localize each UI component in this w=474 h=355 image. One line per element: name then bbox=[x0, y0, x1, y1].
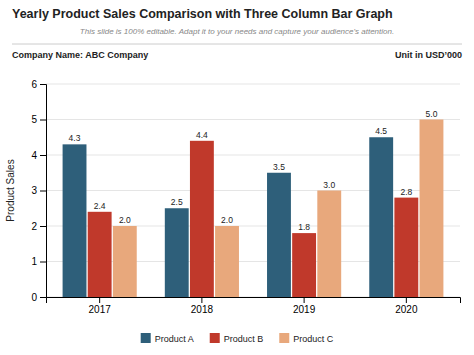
data-label: 4.5 bbox=[375, 126, 387, 136]
tick-label: 1 bbox=[31, 256, 37, 267]
legend: Product A Product B Product C bbox=[141, 333, 334, 344]
grid-line bbox=[46, 155, 460, 156]
data-label: 2.5 bbox=[171, 197, 183, 207]
tick-label: 2020 bbox=[395, 304, 418, 315]
bar bbox=[369, 137, 393, 297]
bar bbox=[394, 198, 418, 297]
bar bbox=[215, 226, 239, 297]
legend-label: Product C bbox=[293, 334, 334, 344]
tick: 2018 bbox=[191, 297, 214, 315]
bar bbox=[292, 233, 316, 297]
legend-swatch bbox=[210, 333, 220, 343]
data-label: 5.0 bbox=[426, 109, 438, 119]
bar bbox=[420, 120, 444, 298]
tick-mark bbox=[406, 297, 407, 303]
tick: 0 bbox=[31, 292, 46, 303]
y-axis: 0 1 2 3 4 5 6 bbox=[31, 79, 46, 303]
tick-label: 6 bbox=[31, 79, 37, 90]
tick-label: 5 bbox=[31, 114, 37, 125]
subtitle: This slide is 100% editable. Adapt it to… bbox=[80, 27, 394, 36]
tick-mark bbox=[40, 155, 46, 156]
annotation: Unit in USD’000 bbox=[395, 50, 462, 60]
series bbox=[63, 137, 394, 297]
data-label: 2.0 bbox=[119, 215, 131, 225]
grid-line bbox=[46, 190, 460, 191]
y-axis-label: Product Sales bbox=[5, 159, 16, 221]
tick-mark bbox=[40, 84, 46, 85]
tick-mark bbox=[40, 297, 46, 298]
axis-line bbox=[47, 298, 461, 304]
grid bbox=[46, 84, 460, 297]
tick-mark bbox=[40, 262, 46, 263]
tick-label: 2017 bbox=[89, 304, 112, 315]
tick: 1 bbox=[31, 256, 46, 267]
tick-label: 2018 bbox=[191, 304, 214, 315]
data-label: 2.8 bbox=[400, 187, 412, 197]
tick: 2 bbox=[31, 221, 46, 232]
grid-line bbox=[46, 84, 460, 85]
tick-mark bbox=[40, 226, 46, 227]
bar bbox=[317, 191, 341, 298]
data-label: 4.4 bbox=[196, 130, 208, 140]
tick-label: 4 bbox=[31, 150, 37, 161]
title: Yearly Product Sales Comparison with Thr… bbox=[12, 7, 393, 21]
series bbox=[88, 141, 419, 297]
legend-item: Product B bbox=[210, 333, 264, 344]
bar bbox=[113, 226, 137, 297]
separator bbox=[12, 44, 462, 45]
tick-mark bbox=[304, 297, 305, 303]
bar bbox=[88, 212, 112, 297]
tick-mark bbox=[201, 297, 202, 303]
x-axis: 2017 2018 2019 2020 bbox=[47, 297, 461, 315]
tick: 6 bbox=[31, 79, 46, 90]
legend-swatch bbox=[141, 333, 151, 343]
data-label: 2.4 bbox=[94, 201, 106, 211]
annotation: Company Name: ABC Company bbox=[12, 50, 148, 60]
data-label: 3.0 bbox=[323, 180, 335, 190]
legend-label: Product B bbox=[224, 334, 264, 344]
legend-swatch bbox=[279, 333, 289, 343]
legend-item: Product A bbox=[141, 333, 194, 344]
series bbox=[113, 120, 444, 298]
grid-line bbox=[46, 119, 460, 120]
data-label: 3.5 bbox=[273, 162, 285, 172]
legend-label: Product A bbox=[155, 334, 194, 344]
tick-mark bbox=[40, 191, 46, 192]
axis-line bbox=[40, 85, 47, 298]
tick: 3 bbox=[31, 185, 46, 196]
tick-label: 2019 bbox=[293, 304, 316, 315]
tick-label: 0 bbox=[31, 292, 37, 303]
data-labels: 4.3 2.5 3.5 4.5 2.4 4.4 1.8 2.8 2.0 2.0 3.0 5.0 bbox=[69, 109, 438, 233]
tick-label: 2 bbox=[31, 221, 37, 232]
tick-mark bbox=[40, 120, 46, 121]
legend-item: Product C bbox=[279, 333, 334, 344]
bar bbox=[190, 141, 214, 297]
data-label: 1.8 bbox=[298, 222, 310, 232]
data-label: 2.0 bbox=[221, 215, 233, 225]
tick: 2017 bbox=[89, 297, 112, 315]
plot: 0 1 2 3 4 5 6 2017 2018 2019 2020 Product Sales 4.3 2… bbox=[5, 79, 461, 315]
bar bbox=[63, 144, 87, 297]
tick: 4 bbox=[31, 150, 46, 161]
bars bbox=[63, 120, 444, 298]
tick-mark bbox=[99, 297, 100, 303]
tick: 2019 bbox=[293, 297, 316, 315]
tick: 2020 bbox=[395, 297, 418, 315]
chart: Yearly Product Sales Comparison with Thr… bbox=[0, 0, 474, 355]
data-label: 4.3 bbox=[69, 133, 81, 143]
tick-label: 3 bbox=[31, 185, 37, 196]
bar bbox=[165, 208, 189, 297]
tick: 5 bbox=[31, 114, 46, 125]
bar bbox=[267, 173, 291, 297]
